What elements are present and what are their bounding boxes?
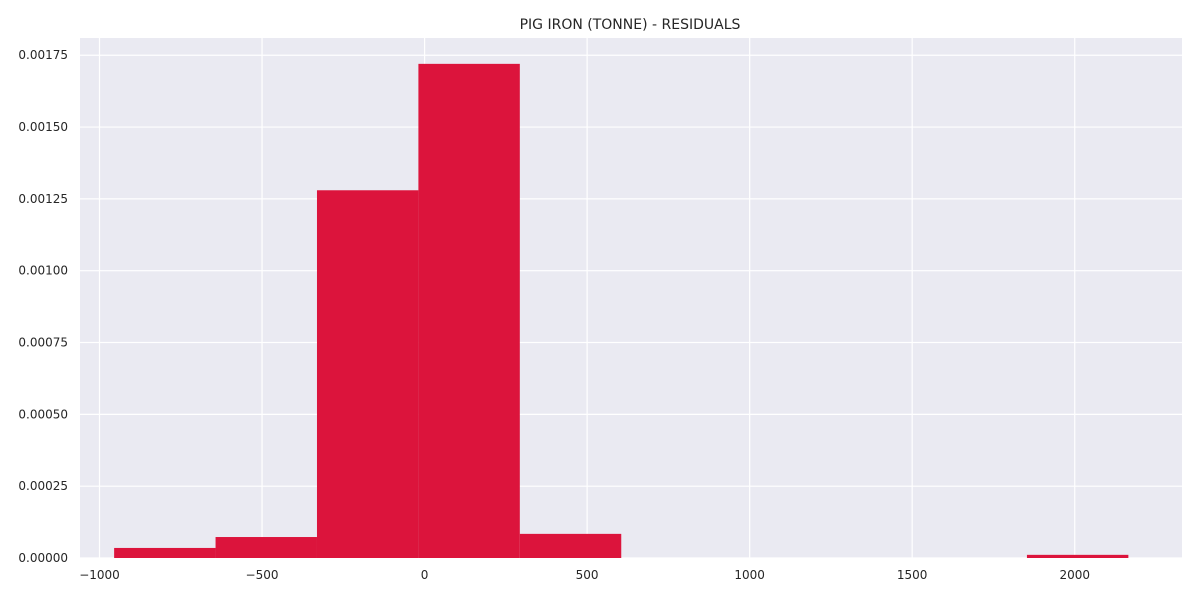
x-axis-ticks: −1000 −500 0 500 1000 1500 2000 [79, 568, 1090, 582]
y-tick-label: 0.00125 [18, 192, 68, 206]
histogram-bar [1026, 554, 1129, 558]
x-tick-label: 2000 [1059, 568, 1090, 582]
bars [114, 63, 1129, 558]
y-tick-label: 0.00000 [18, 551, 68, 565]
x-tick-label: 500 [576, 568, 599, 582]
y-tick-label: 0.00075 [18, 336, 68, 350]
y-axis-ticks: 0.00000 0.00025 0.00050 0.00075 0.00100 0.001… [18, 48, 68, 565]
y-tick-label: 0.00050 [18, 407, 68, 421]
x-tick-label: 1500 [897, 568, 928, 582]
histogram-bar [215, 537, 317, 558]
y-tick-label: 0.00175 [18, 48, 68, 62]
x-tick-label: −1000 [79, 568, 120, 582]
y-tick-label: 0.00025 [18, 479, 68, 493]
x-tick-label: −500 [246, 568, 279, 582]
y-tick-label: 0.00100 [18, 264, 68, 278]
histogram-bar [316, 190, 419, 558]
x-tick-label: 1000 [734, 568, 765, 582]
histogram-bar [114, 547, 216, 558]
y-tick-label: 0.00150 [18, 120, 68, 134]
grid-lines [80, 38, 1182, 559]
plot-area [80, 38, 1182, 558]
chart-title: PIG IRON (TONNE) - RESIDUALS [520, 17, 741, 33]
histogram-bar [418, 63, 520, 558]
x-tick-label: 0 [421, 568, 429, 582]
histogram-bar [519, 533, 622, 558]
